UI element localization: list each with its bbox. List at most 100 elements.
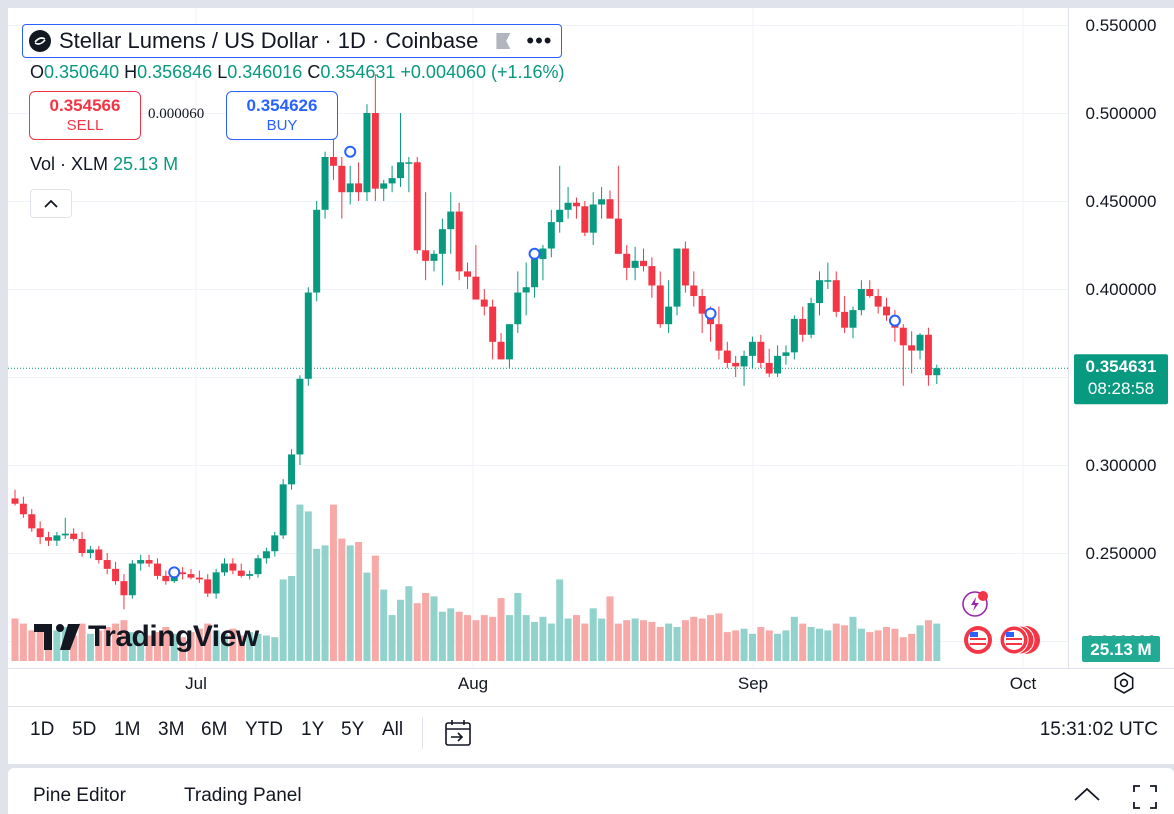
candle-body [883, 306, 891, 316]
range-all-button[interactable]: All [382, 719, 404, 740]
candle [631, 246, 639, 281]
candle-body [28, 514, 36, 529]
settings-gear-icon[interactable] [1114, 672, 1134, 694]
volume-bar [112, 623, 120, 661]
candle [497, 333, 505, 360]
candle [296, 375, 304, 465]
candle-body [547, 222, 555, 249]
sell-button[interactable]: 0.354566 SELL [29, 91, 141, 140]
price-tick-label: 0.400000 [1086, 280, 1157, 299]
candle-body [698, 296, 706, 314]
candle-body [11, 498, 19, 504]
candle-body [262, 551, 270, 559]
candle-body [765, 362, 773, 374]
volume-bar [137, 633, 145, 661]
flash-events-icon[interactable] [962, 591, 988, 617]
candle-body [933, 368, 941, 376]
volume-bar [807, 627, 815, 661]
maximize-panel-icon[interactable] [1132, 784, 1158, 810]
range-6m-button[interactable]: 6M [201, 719, 228, 740]
candle [673, 248, 681, 316]
time-tick-label: Jul [185, 674, 207, 693]
candle [137, 554, 145, 571]
candle-body [614, 218, 622, 254]
range-1d-button[interactable]: 1D [30, 719, 55, 740]
candle-body [857, 289, 865, 311]
range-1y-button[interactable]: 1Y [301, 719, 325, 740]
flag-icon[interactable] [496, 33, 511, 49]
volume-bar [321, 545, 329, 661]
range-1m-button[interactable]: 1M [114, 719, 141, 740]
volume-bar [313, 548, 321, 661]
volume-bar [480, 615, 488, 661]
tab-trading-panel[interactable]: Trading Panel [184, 785, 302, 806]
tab-pine-editor[interactable]: Pine Editor [33, 785, 126, 806]
go-to-date-calendar-icon[interactable] [442, 717, 474, 749]
volume-bar [447, 608, 455, 661]
us-economic-event-icon[interactable] [964, 626, 992, 654]
volume-bar [531, 621, 539, 661]
chart-panel[interactable]: 0.5500000.5000000.4500000.4000000.350000… [8, 8, 1174, 764]
candle [883, 297, 891, 321]
candle-body [531, 259, 539, 288]
volume-bar [221, 633, 228, 661]
sell-label: SELL [66, 117, 104, 134]
utc-clock[interactable]: 15:31:02 UTC [1039, 719, 1158, 740]
volume-bar [195, 628, 203, 661]
candle-body [413, 162, 421, 251]
candle-body [640, 260, 647, 267]
grid-layer [8, 8, 1174, 669]
us-economic-events-cluster-icon[interactable] [999, 625, 1040, 655]
candle-body [346, 183, 354, 193]
candle [19, 496, 27, 518]
buy-button[interactable]: 0.354626 BUY [226, 91, 338, 140]
volume-bar [824, 630, 832, 661]
candle-body [95, 549, 103, 561]
volume-bar [489, 616, 497, 661]
volume-bar [933, 623, 941, 661]
candle [288, 449, 296, 490]
chevron-up-icon[interactable] [1072, 784, 1102, 806]
bottom-panel: Pine Editor Trading Panel [8, 768, 1174, 814]
volume-bar [405, 586, 413, 661]
candle [824, 262, 832, 289]
range-3m-button[interactable]: 3M [158, 719, 185, 740]
range-5d-button[interactable]: 5D [72, 719, 97, 740]
candle-body [505, 324, 513, 360]
candle [790, 315, 798, 360]
volume-bar [849, 616, 857, 661]
volume-bar [522, 615, 530, 661]
candle [640, 248, 647, 272]
price-chart[interactable]: 0.5500000.5000000.4500000.4000000.350000… [8, 8, 1174, 704]
candle-body [572, 202, 580, 207]
candle-body [489, 306, 497, 342]
candle [807, 297, 815, 339]
candle-body [304, 292, 312, 379]
symbol-title-button[interactable]: Stellar Lumens / US Dollar · 1D · Coinba… [22, 24, 562, 58]
candle-body [790, 318, 798, 353]
buy-price: 0.354626 [246, 96, 318, 115]
candle [162, 570, 170, 585]
candle [933, 364, 941, 385]
watermark-text: TradingView [88, 620, 259, 653]
symbol-title: Stellar Lumens / US Dollar · 1D · Coinba… [59, 28, 479, 53]
range-5y-button[interactable]: 5Y [341, 719, 365, 740]
volume-bar [681, 620, 689, 661]
candle-body [396, 162, 404, 179]
candle [254, 554, 262, 578]
volume-bar [514, 593, 522, 661]
candle [36, 521, 44, 545]
time-tick-label: Sep [738, 674, 768, 693]
volume-bar [237, 635, 245, 661]
more-options-icon[interactable]: ••• [526, 28, 553, 53]
candle [547, 209, 555, 258]
collapse-legend-button[interactable] [30, 189, 72, 218]
range-ytd-button[interactable]: YTD [245, 719, 283, 740]
candle [221, 558, 228, 576]
candle-body [19, 503, 27, 515]
candle [849, 306, 857, 339]
candle [665, 280, 673, 333]
current-price-label: 0.354631 [1086, 357, 1157, 376]
candle [430, 250, 438, 272]
volume-bar [723, 632, 731, 661]
